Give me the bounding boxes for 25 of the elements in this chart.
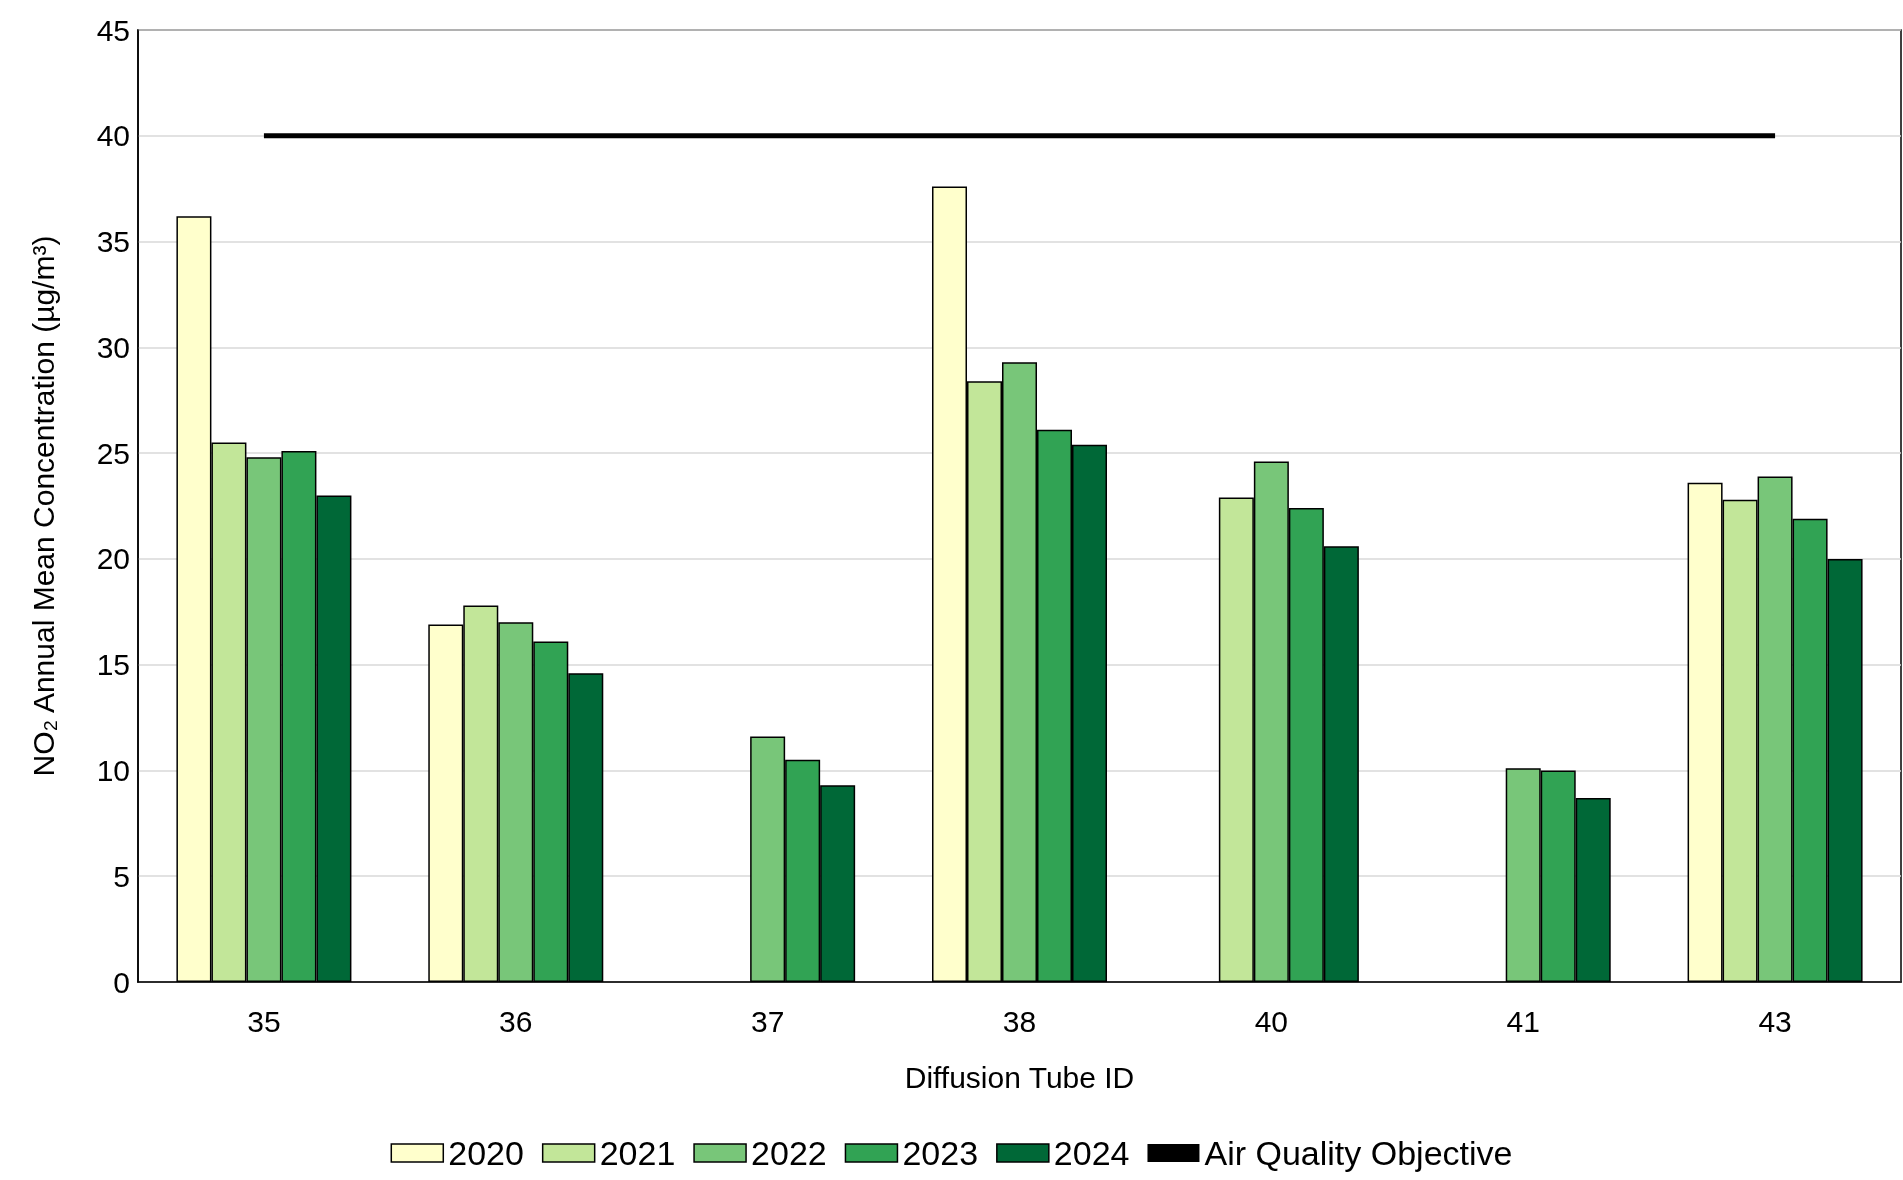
y-tick-label: 35 (96, 225, 130, 259)
x-tick-label: 41 (1506, 1004, 1540, 1038)
legend-label: 2024 (1053, 1134, 1130, 1172)
y-tick-label: 10 (96, 753, 130, 787)
x-tick-label: 43 (1758, 1004, 1792, 1038)
y-tick-label: 25 (96, 436, 130, 470)
legend-label: 2023 (902, 1134, 979, 1172)
y-tick-label: 15 (96, 648, 130, 682)
y-tick-label: 30 (96, 330, 130, 364)
x-tick-label: 36 (499, 1004, 533, 1038)
y-tick-label: 45 (96, 13, 130, 47)
legend-label: 2021 (599, 1134, 676, 1172)
y-tick-label: 20 (96, 542, 130, 576)
x-tick-label: 37 (750, 1004, 785, 1038)
y-tick-label: 5 (113, 859, 130, 893)
x-tick-label: 40 (1254, 1004, 1289, 1038)
y-tick-label: 40 (96, 119, 130, 153)
legend-label: 2022 (751, 1134, 827, 1172)
legend-label: Air Quality Objective (1204, 1134, 1513, 1172)
legend-label: 2020 (448, 1134, 524, 1172)
x-tick-label: 38 (1002, 1004, 1037, 1038)
y-tick-label: 0 (113, 965, 130, 999)
y-axis-title: NO₂ Annual Mean Concentration (µg/m³) (26, 235, 60, 777)
x-tick-label: 35 (247, 1004, 281, 1038)
x-axis-title: Diffusion Tube ID (904, 1060, 1135, 1094)
